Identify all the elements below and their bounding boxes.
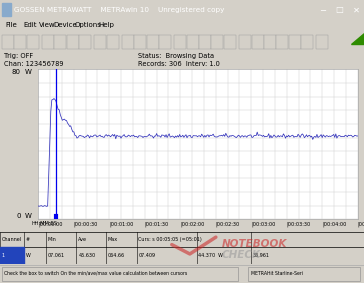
Text: 07.061: 07.061 xyxy=(47,253,64,258)
Text: GOSSEN METRAWATT    METRAwin 10    Unregistered copy: GOSSEN METRAWATT METRAwin 10 Unregistere… xyxy=(14,7,224,13)
FancyBboxPatch shape xyxy=(54,35,66,49)
FancyBboxPatch shape xyxy=(134,35,146,49)
FancyBboxPatch shape xyxy=(107,35,119,49)
FancyBboxPatch shape xyxy=(79,35,91,49)
FancyBboxPatch shape xyxy=(264,35,276,49)
Text: |00:03:30: |00:03:30 xyxy=(287,221,311,227)
Text: 1: 1 xyxy=(2,253,5,258)
Text: Options: Options xyxy=(75,22,102,28)
Text: Channel: Channel xyxy=(2,237,22,241)
Text: |00:01:30: |00:01:30 xyxy=(145,221,169,227)
FancyBboxPatch shape xyxy=(122,35,134,49)
Text: Check the box to switch On the min/ave/max value calculation between cursors: Check the box to switch On the min/ave/m… xyxy=(4,271,187,276)
Text: ─: ─ xyxy=(320,5,325,14)
FancyBboxPatch shape xyxy=(2,267,238,281)
Text: CHECK: CHECK xyxy=(222,250,261,260)
FancyBboxPatch shape xyxy=(174,35,186,49)
Text: #: # xyxy=(25,237,29,241)
Text: METRAHit Starline-Seri: METRAHit Starline-Seri xyxy=(251,271,303,276)
Text: Help: Help xyxy=(98,22,114,28)
Text: Chan: 123456789: Chan: 123456789 xyxy=(4,61,63,67)
FancyBboxPatch shape xyxy=(27,35,39,49)
FancyBboxPatch shape xyxy=(14,35,26,49)
FancyBboxPatch shape xyxy=(42,35,54,49)
Text: Records: 306  Interv: 1.0: Records: 306 Interv: 1.0 xyxy=(138,61,220,67)
Text: 36.961: 36.961 xyxy=(253,253,270,258)
Text: Curs: s 00:05:05 (=05:01): Curs: s 00:05:05 (=05:01) xyxy=(138,237,202,241)
Text: W: W xyxy=(25,69,32,75)
FancyBboxPatch shape xyxy=(94,35,106,49)
FancyBboxPatch shape xyxy=(289,35,301,49)
Text: |00:03:00: |00:03:00 xyxy=(251,221,276,227)
Text: |00:00:00: |00:00:00 xyxy=(38,221,63,227)
FancyBboxPatch shape xyxy=(248,267,360,281)
Text: 80: 80 xyxy=(12,69,21,75)
Text: Edit: Edit xyxy=(24,22,37,28)
FancyBboxPatch shape xyxy=(67,35,79,49)
Text: 45.630: 45.630 xyxy=(78,253,95,258)
Text: Status:  Browsing Data: Status: Browsing Data xyxy=(138,53,214,59)
Text: |00:00:30: |00:00:30 xyxy=(74,221,98,227)
Text: Device: Device xyxy=(54,22,78,28)
FancyBboxPatch shape xyxy=(276,35,288,49)
Text: □: □ xyxy=(336,5,344,14)
FancyBboxPatch shape xyxy=(147,35,159,49)
Text: 064.66: 064.66 xyxy=(107,253,124,258)
Text: View: View xyxy=(39,22,56,28)
Text: Trig: OFF: Trig: OFF xyxy=(4,53,33,59)
FancyBboxPatch shape xyxy=(239,35,251,49)
Text: |00:02:30: |00:02:30 xyxy=(216,221,240,227)
Text: ✕: ✕ xyxy=(352,5,360,14)
Text: 44.370  W: 44.370 W xyxy=(198,253,223,258)
FancyBboxPatch shape xyxy=(159,35,171,49)
FancyBboxPatch shape xyxy=(2,35,14,49)
FancyBboxPatch shape xyxy=(224,35,236,49)
FancyBboxPatch shape xyxy=(301,35,313,49)
FancyBboxPatch shape xyxy=(316,35,328,49)
Text: File: File xyxy=(5,22,17,28)
Text: |00:04:30: |00:04:30 xyxy=(358,221,364,227)
Text: |00:01:00: |00:01:00 xyxy=(109,221,134,227)
Text: W: W xyxy=(25,253,30,258)
Text: HH:MM:SS: HH:MM:SS xyxy=(32,221,58,226)
Text: Ave: Ave xyxy=(78,237,87,241)
Text: NOTEBOOK: NOTEBOOK xyxy=(222,239,287,248)
FancyBboxPatch shape xyxy=(211,35,223,49)
Text: 0: 0 xyxy=(16,213,21,219)
FancyBboxPatch shape xyxy=(252,35,264,49)
Text: |00:04:00: |00:04:00 xyxy=(322,221,347,227)
Text: |00:02:00: |00:02:00 xyxy=(180,221,205,227)
Polygon shape xyxy=(351,33,364,44)
Text: W: W xyxy=(25,213,32,219)
FancyBboxPatch shape xyxy=(187,35,199,49)
Bar xyxy=(2,3,11,16)
Text: 07.409: 07.409 xyxy=(138,253,155,258)
Bar xyxy=(0,247,24,264)
Text: Max: Max xyxy=(107,237,118,241)
FancyBboxPatch shape xyxy=(199,35,211,49)
Text: Min: Min xyxy=(47,237,56,241)
